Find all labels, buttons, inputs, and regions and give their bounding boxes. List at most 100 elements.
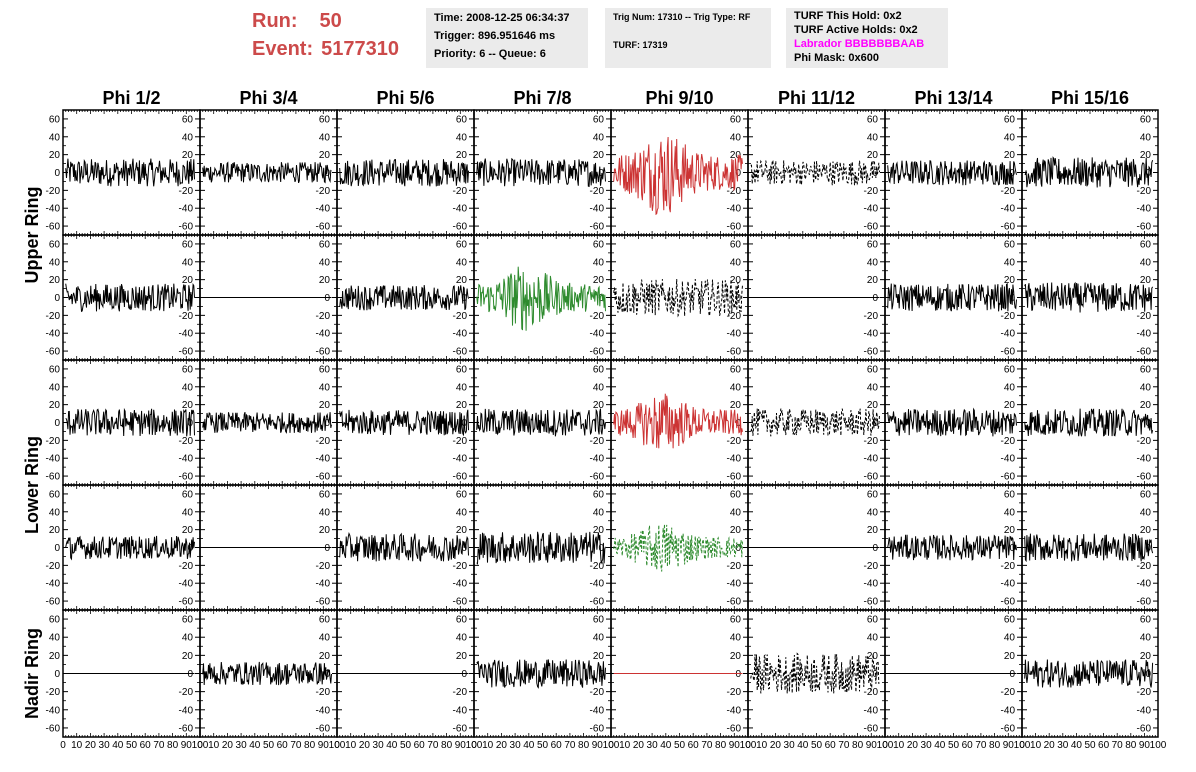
y-tick-label: 60 (730, 364, 742, 375)
y-tick-label: 60 (456, 114, 468, 125)
y-tick-label: -20 (46, 436, 61, 447)
waveform-trace (1024, 408, 1154, 437)
y-tick-label: 20 (456, 525, 468, 536)
y-tick-label: 20 (319, 150, 331, 161)
y-tick-label: -60 (316, 347, 331, 358)
y-tick-label: 0 (187, 669, 193, 680)
y-tick-label: 0 (1009, 168, 1015, 179)
y-tick-label: 20 (182, 651, 194, 662)
y-tick-label: 20 (867, 275, 879, 286)
y-tick-label: 60 (1004, 239, 1016, 250)
y-tick-label: -60 (864, 222, 879, 233)
y-tick-label: -20 (453, 186, 468, 197)
y-tick-label: 20 (456, 651, 468, 662)
y-tick-label: 40 (1004, 132, 1016, 143)
turf-active-holds-text: TURF Active Holds: 0x2 (794, 24, 918, 36)
y-tick-label: -40 (1001, 204, 1016, 215)
column-title: Phi 9/10 (645, 88, 713, 108)
y-tick-label: -20 (864, 436, 879, 447)
y-tick-label: 60 (730, 239, 742, 250)
waveform-trace (65, 158, 195, 187)
y-tick-label: 60 (867, 239, 879, 250)
waveform-trace (476, 266, 606, 331)
y-tick-label: 20 (593, 400, 605, 411)
y-tick-label: 60 (593, 114, 605, 125)
y-tick-label: 20 (1004, 275, 1016, 286)
y-tick-label: 20 (1004, 400, 1016, 411)
y-tick-label: -40 (46, 329, 61, 340)
y-tick-label: 40 (456, 132, 468, 143)
y-tick-label: 40 (1140, 132, 1152, 143)
y-tick-label: -40 (590, 329, 605, 340)
y-tick-label: 60 (593, 489, 605, 500)
y-tick-label: 40 (730, 257, 742, 268)
y-tick-label: 0 (1009, 543, 1015, 554)
y-tick-label: -40 (453, 579, 468, 590)
ring-title: Nadir Ring (22, 628, 42, 719)
y-tick-label: 40 (593, 132, 605, 143)
y-tick-label: -40 (727, 579, 742, 590)
y-tick-label: 20 (49, 150, 61, 161)
y-tick-label: -60 (1137, 597, 1152, 608)
y-tick-label: 20 (182, 275, 194, 286)
y-tick-label: 40 (319, 633, 331, 644)
y-tick-label: -40 (864, 579, 879, 590)
y-tick-label: 40 (456, 382, 468, 393)
y-tick-label: 40 (1004, 257, 1016, 268)
y-tick-label: -40 (179, 329, 194, 340)
y-tick-label: -20 (864, 186, 879, 197)
y-tick-label: -20 (727, 186, 742, 197)
y-tick-label: 40 (1140, 257, 1152, 268)
waveform-trace (887, 282, 1017, 312)
y-tick-label: -40 (453, 204, 468, 215)
turf-this-hold-text: TURF This Hold: 0x2 (794, 10, 902, 22)
column-title: Phi 3/4 (239, 88, 297, 108)
y-tick-label: 20 (319, 400, 331, 411)
labrador-text: Labrador BBBBBBBAAB (794, 38, 925, 50)
waveform-trace (339, 409, 469, 437)
y-tick-label: 40 (867, 257, 879, 268)
waveform-trace (887, 160, 1017, 186)
y-tick-label: -20 (179, 561, 194, 572)
y-tick-label: 0 (54, 293, 60, 304)
column-title: Phi 11/12 (778, 88, 855, 108)
y-tick-label: -40 (1137, 579, 1152, 590)
y-tick-label: -20 (864, 561, 879, 572)
y-tick-label: -60 (590, 222, 605, 233)
y-tick-label: -40 (179, 705, 194, 716)
y-tick-label: -40 (1001, 579, 1016, 590)
waveform-trace (202, 661, 332, 686)
y-tick-label: 60 (593, 364, 605, 375)
y-tick-label: -60 (727, 347, 742, 358)
phi-mask-text: Phi Mask: 0x600 (794, 52, 879, 64)
y-tick-label: 0 (461, 543, 467, 554)
ring-title: Lower Ring (22, 436, 42, 534)
y-tick-label: -20 (1137, 311, 1152, 322)
y-tick-label: -60 (864, 597, 879, 608)
y-tick-label: -60 (727, 222, 742, 233)
y-tick-label: 20 (730, 275, 742, 286)
y-tick-label: 60 (456, 615, 468, 626)
y-tick-label: 20 (319, 275, 331, 286)
y-tick-label: -40 (727, 454, 742, 465)
y-tick-label: -60 (1137, 347, 1152, 358)
y-tick-label: -20 (316, 561, 331, 572)
y-tick-label: -60 (316, 597, 331, 608)
y-tick-label: -60 (179, 723, 194, 734)
waveform-trace (339, 159, 469, 187)
y-tick-label: -60 (1001, 222, 1016, 233)
y-tick-label: 60 (1140, 489, 1152, 500)
y-tick-label: -20 (46, 186, 61, 197)
y-tick-label: 40 (593, 382, 605, 393)
y-tick-label: 60 (319, 364, 331, 375)
y-tick-label: 60 (1140, 114, 1152, 125)
y-tick-label: 40 (730, 132, 742, 143)
y-tick-label: -60 (727, 472, 742, 483)
y-tick-label: -20 (727, 311, 742, 322)
y-tick-label: -40 (1137, 204, 1152, 215)
y-tick-label: 40 (456, 633, 468, 644)
run-line: Run: 50 (252, 10, 342, 33)
waveform-trace (65, 282, 195, 313)
y-tick-label: -40 (46, 579, 61, 590)
